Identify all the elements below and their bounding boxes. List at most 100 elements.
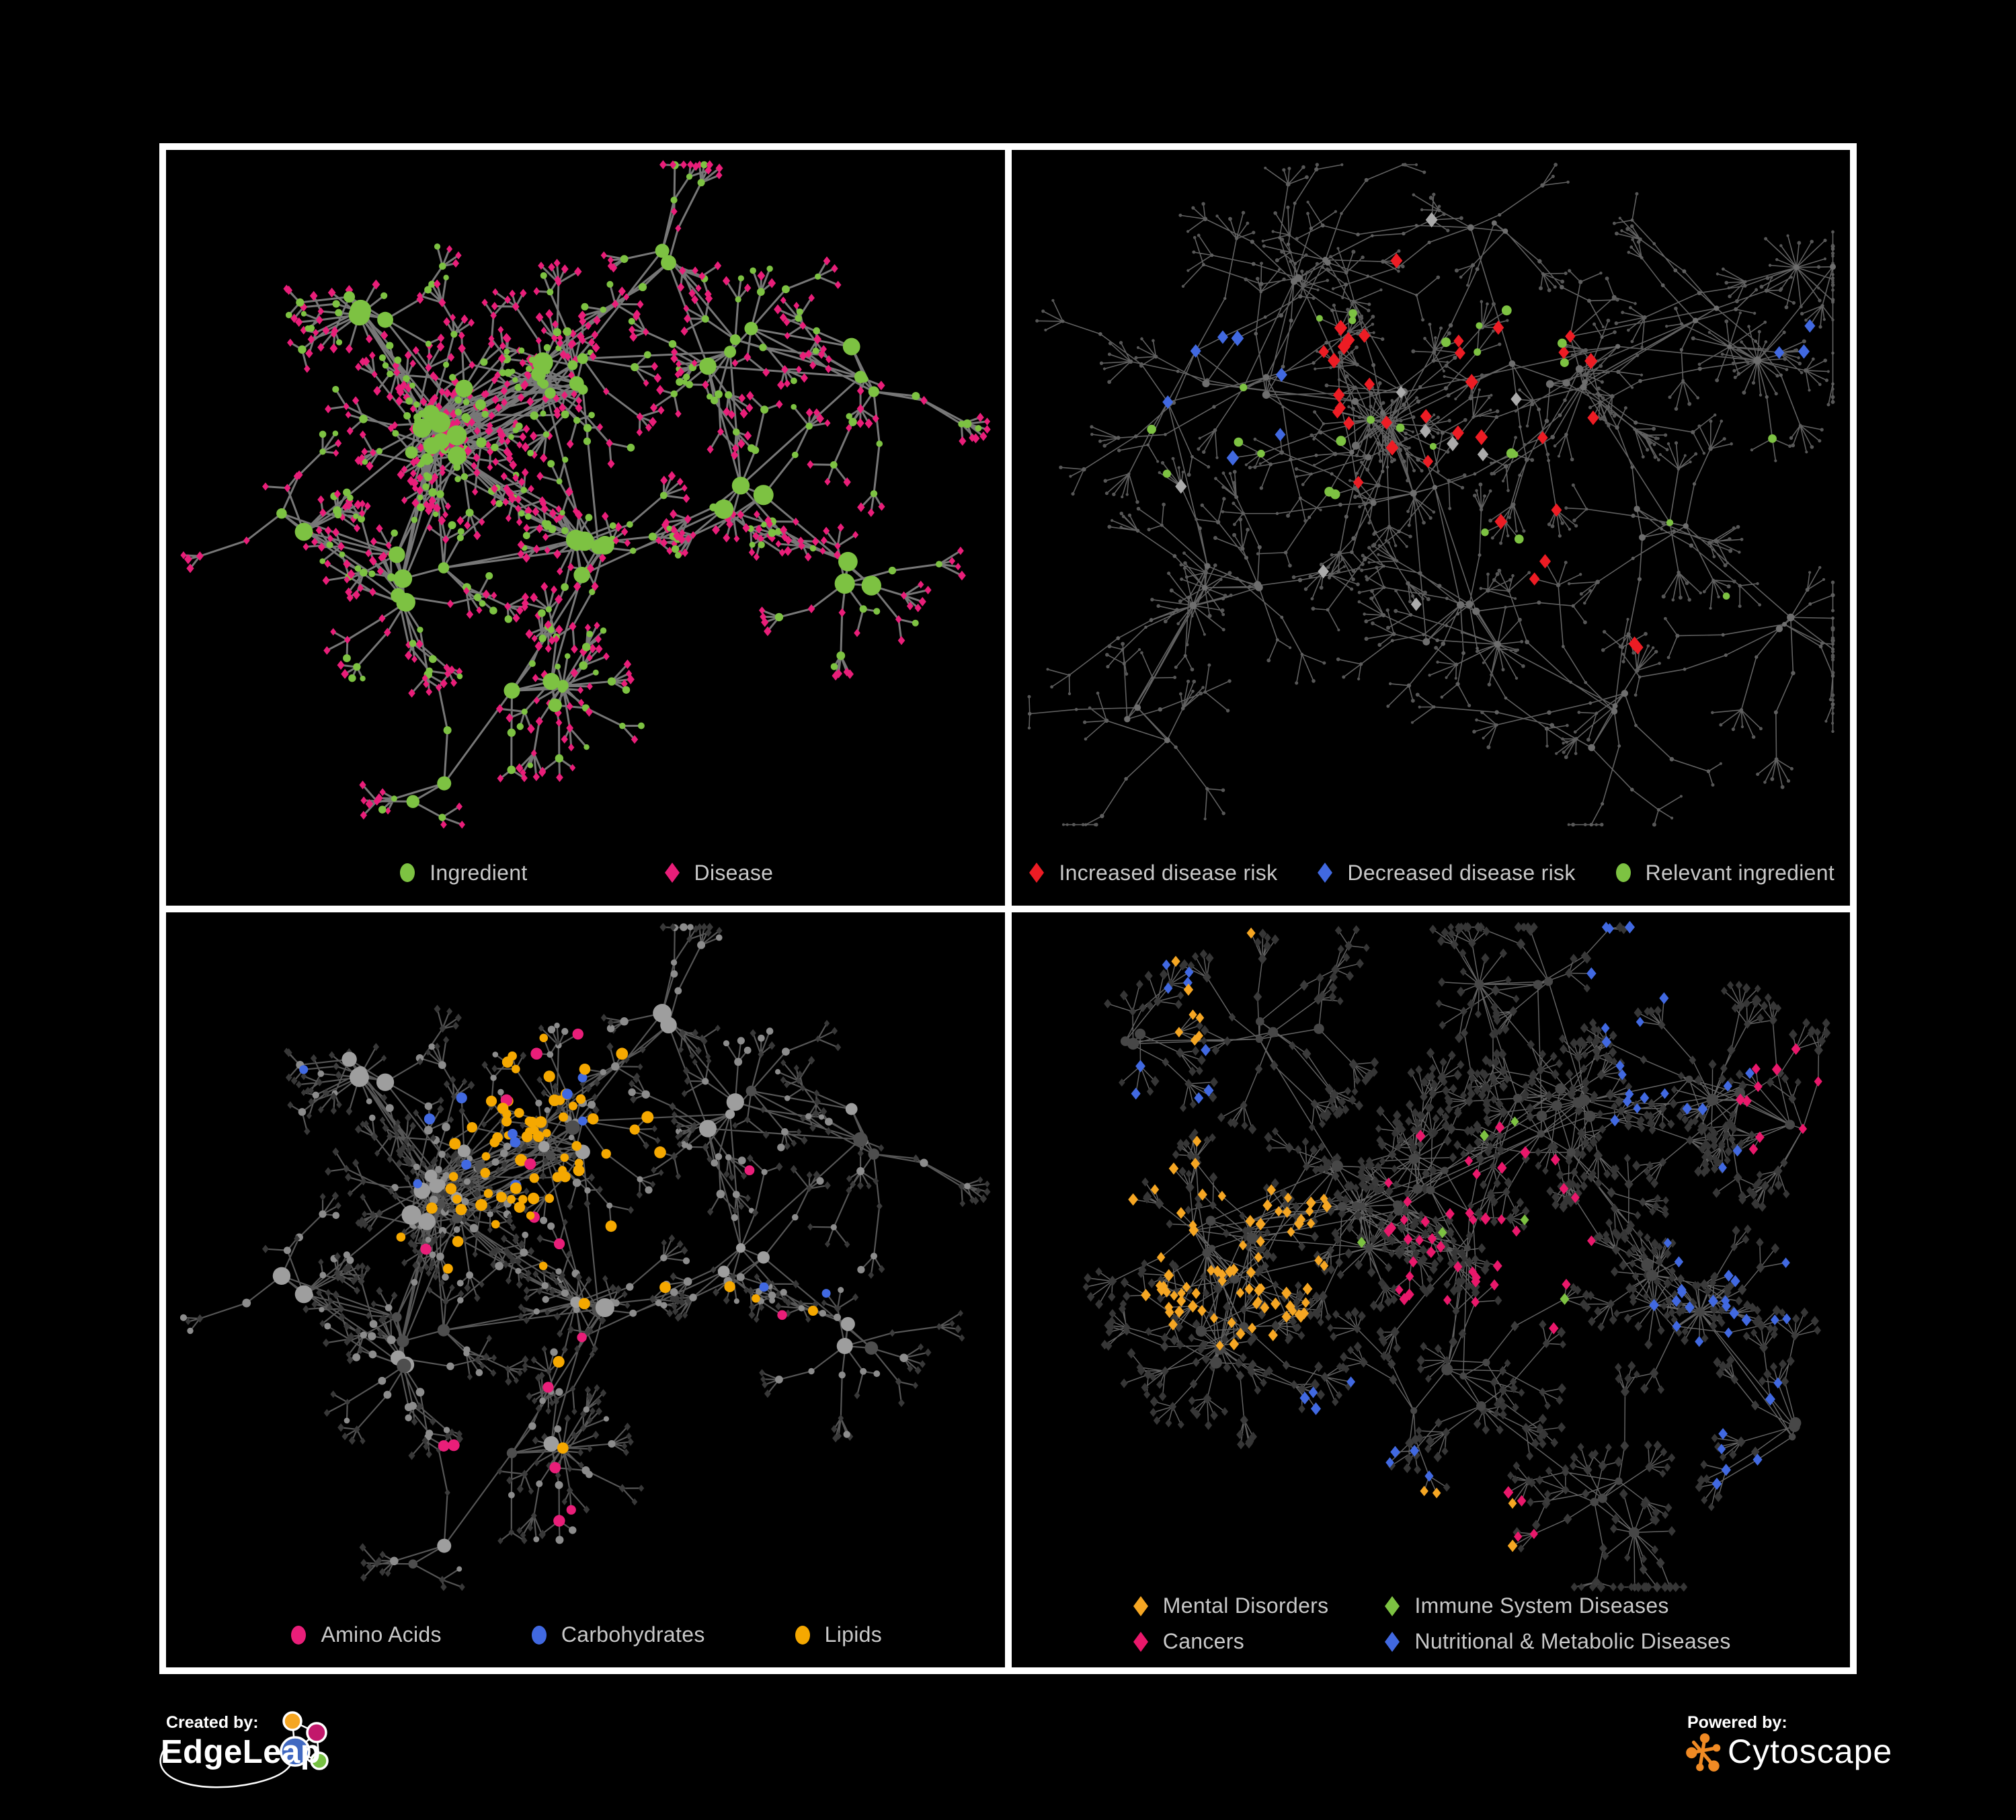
highlight-node [553, 1514, 565, 1527]
network-node [782, 285, 790, 294]
network-node [1400, 264, 1405, 269]
network-node [1489, 1161, 1496, 1171]
network-node [814, 1097, 821, 1106]
network-node [1392, 1179, 1400, 1189]
network-node [623, 1448, 629, 1456]
network-node [323, 646, 331, 655]
highlight-node [511, 1064, 520, 1073]
network-node [1446, 1123, 1456, 1134]
network-node [1102, 367, 1106, 370]
network-node [419, 397, 428, 407]
network-node [1521, 664, 1525, 668]
network-node [1734, 299, 1739, 303]
network-node [1598, 1460, 1607, 1471]
network-node [433, 503, 442, 514]
network-node [724, 346, 737, 358]
network-node [594, 1078, 600, 1086]
network-node [1593, 1149, 1603, 1161]
network-node [1328, 572, 1332, 578]
network-node [824, 477, 831, 486]
network-node [438, 1226, 447, 1235]
highlight-node [481, 1152, 491, 1160]
network-node [1074, 707, 1078, 711]
network-node [1189, 1378, 1197, 1389]
network-node [1289, 1316, 1297, 1327]
network-node [1108, 341, 1113, 346]
network-node [357, 584, 364, 592]
network-node [1774, 757, 1778, 762]
network-node [335, 339, 343, 346]
network-node [1676, 1111, 1684, 1120]
network-node [1151, 339, 1155, 342]
network-node [1517, 1388, 1525, 1397]
network-node [1192, 1357, 1200, 1367]
network-node [1713, 1491, 1723, 1502]
network-node [1379, 1156, 1386, 1165]
network-node [1222, 1228, 1230, 1238]
network-node [1491, 1027, 1500, 1038]
network-node [1213, 477, 1217, 481]
network-node [360, 1120, 366, 1127]
highlight-node [1480, 1212, 1490, 1225]
network-node [1049, 685, 1053, 689]
network-node [446, 425, 467, 446]
network-node [467, 1155, 473, 1161]
network-node [525, 629, 534, 639]
network-node [521, 708, 528, 715]
network-node [1043, 328, 1047, 331]
network-node [626, 1432, 632, 1439]
highlight-node [1615, 1060, 1625, 1072]
highlight-node [497, 1102, 509, 1114]
network-node [555, 1471, 561, 1479]
network-node [1474, 718, 1478, 722]
network-node [469, 1223, 479, 1232]
network-node [824, 419, 831, 427]
network-node [506, 713, 514, 723]
network-node [1351, 442, 1360, 450]
network-node [1742, 1300, 1751, 1310]
network-node [1322, 1161, 1330, 1173]
network-node [1498, 1384, 1507, 1396]
network-node [1708, 1277, 1716, 1287]
highlight-node [1510, 392, 1522, 406]
network-node [538, 1024, 545, 1031]
network-node [1570, 1282, 1577, 1292]
network-node [867, 508, 875, 517]
network-node [1380, 469, 1384, 473]
network-node [541, 1281, 549, 1289]
network-node [1454, 662, 1458, 667]
network-node [1539, 1049, 1546, 1059]
network-node [412, 418, 432, 438]
network-node [1769, 777, 1774, 781]
network-node [571, 355, 579, 364]
network-node [335, 1201, 341, 1210]
highlight-node [1396, 386, 1406, 399]
highlight-node [1212, 1265, 1222, 1277]
network-node [1147, 528, 1151, 532]
network-node [637, 722, 645, 729]
network-node [1297, 1331, 1305, 1340]
network-node [1446, 479, 1451, 483]
network-node [1629, 1243, 1638, 1253]
network-node [1525, 1103, 1534, 1113]
network-node [465, 508, 474, 517]
network-node [1830, 706, 1834, 710]
network-node [1830, 243, 1834, 247]
network-node [1557, 1382, 1566, 1394]
highlight-node [508, 1128, 518, 1139]
network-node [535, 716, 543, 726]
highlight-node [1648, 1298, 1659, 1311]
network-node [431, 473, 439, 482]
network-node [834, 542, 841, 550]
network-node [1480, 373, 1484, 377]
network-node [1480, 1069, 1489, 1080]
network-node [1447, 928, 1455, 939]
network-node [322, 325, 330, 335]
network-node [438, 1150, 446, 1158]
network-node [1666, 1582, 1674, 1591]
network-node [1346, 1345, 1354, 1354]
network-node [1541, 272, 1545, 276]
network-node [888, 566, 897, 575]
network-node [428, 1043, 436, 1050]
network-node [684, 514, 692, 524]
